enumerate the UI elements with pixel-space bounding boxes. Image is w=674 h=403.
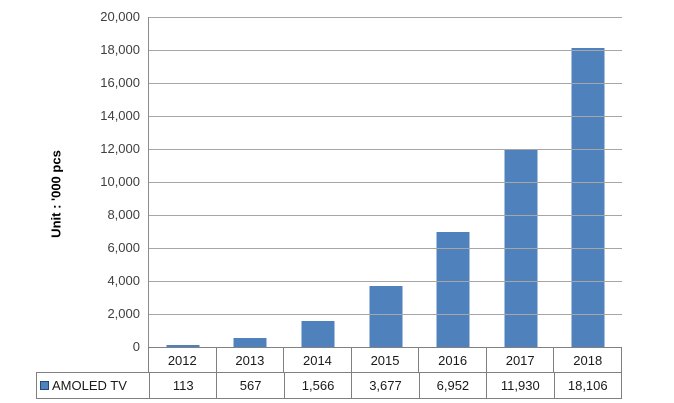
table-year-header-row: 2012 2013 2014 2015 2016 2017 2018 xyxy=(148,347,622,372)
bar xyxy=(571,48,605,347)
bar xyxy=(369,286,403,347)
bar xyxy=(166,345,200,347)
bar-column xyxy=(352,17,420,347)
table-values-row: AMOLED TV 113 567 1,566 3,677 6,952 11,930 18,… xyxy=(36,372,622,399)
bar-column xyxy=(217,17,285,347)
y-tick-label: 6,000 xyxy=(107,240,140,255)
y-tick-label: 0 xyxy=(132,339,140,354)
legend-cell: AMOLED TV xyxy=(37,373,149,398)
value-cell: 11,930 xyxy=(486,373,553,398)
year-cell: 2017 xyxy=(485,348,554,372)
bar xyxy=(436,232,470,347)
legend-marker-icon xyxy=(40,381,49,390)
gridline xyxy=(149,314,622,315)
y-tick-label: 2,000 xyxy=(107,306,140,321)
gridline xyxy=(149,215,622,216)
y-axis-tick-labels: 0 2,000 4,000 6,000 8,000 10,000 12,000 14,000 1… xyxy=(60,0,140,403)
value-cell: 6,952 xyxy=(418,373,486,398)
bar-column xyxy=(554,17,622,347)
gridline xyxy=(149,83,622,84)
y-tick-label: 18,000 xyxy=(100,42,140,57)
bar xyxy=(301,321,335,347)
value-cell: 113 xyxy=(149,373,216,398)
value-cell: 567 xyxy=(216,373,283,398)
y-tick-label: 14,000 xyxy=(100,108,140,123)
gridline xyxy=(149,149,622,150)
y-tick-label: 8,000 xyxy=(107,207,140,222)
gridline xyxy=(149,281,622,282)
gridline xyxy=(149,116,622,117)
bar-column xyxy=(284,17,352,347)
gridline xyxy=(149,182,622,183)
bar xyxy=(233,338,267,347)
gridline xyxy=(149,50,622,51)
legend-series-label: AMOLED TV xyxy=(52,378,127,393)
gridline xyxy=(149,248,622,249)
y-tick-label: 10,000 xyxy=(100,174,140,189)
year-cell: 2012 xyxy=(167,352,197,368)
y-tick-label: 16,000 xyxy=(100,75,140,90)
y-tick-label: 20,000 xyxy=(100,9,140,24)
year-cell: 2013 xyxy=(215,348,284,372)
plot-area xyxy=(148,17,622,348)
year-cell: 2014 xyxy=(283,348,351,372)
year-cell: 2015 xyxy=(350,348,419,372)
gridline xyxy=(149,17,622,18)
bar-column xyxy=(419,17,487,347)
y-tick-label: 12,000 xyxy=(100,141,140,156)
y-tick-label: 4,000 xyxy=(107,273,140,288)
year-cell: 2016 xyxy=(418,348,486,372)
value-cell: 1,566 xyxy=(283,373,351,398)
value-cell: 3,677 xyxy=(351,373,418,398)
value-cell: 18,106 xyxy=(553,373,621,398)
bar-column xyxy=(149,17,217,347)
year-cell: 2018 xyxy=(553,348,621,372)
